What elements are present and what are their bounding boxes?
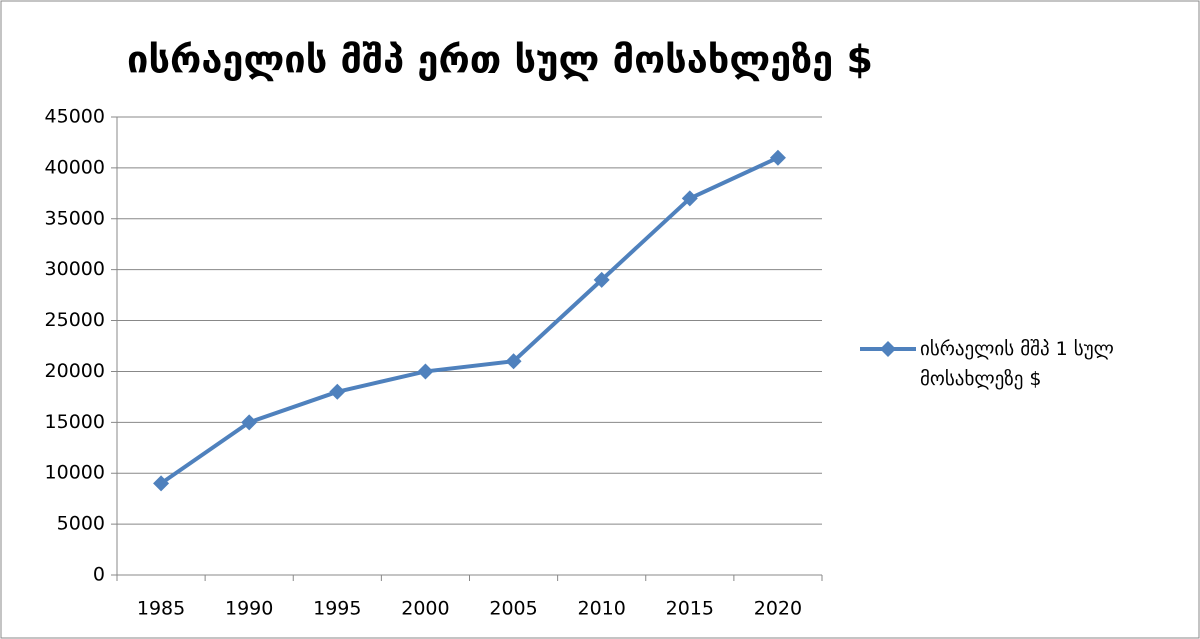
legend-marker: [880, 341, 896, 357]
y-tick-label: 45000: [45, 106, 105, 128]
y-tick-label: 10000: [45, 462, 105, 484]
marker: [681, 190, 698, 207]
x-tick-label: 2020: [754, 598, 802, 620]
marker: [417, 363, 434, 380]
y-tick-label: 30000: [45, 258, 105, 280]
chart-title: ისრაელის მშპ ერთ სულ მოსახლეზე $: [127, 38, 873, 82]
y-tick-label: 20000: [45, 360, 105, 382]
marker: [153, 475, 170, 492]
y-tick-label: 25000: [45, 309, 105, 331]
marker: [593, 271, 610, 288]
marker: [329, 383, 346, 400]
marker: [241, 414, 258, 431]
x-tick-label: 1990: [225, 598, 273, 620]
marker: [505, 353, 522, 370]
x-tick-label: 2015: [666, 598, 714, 620]
legend-label: ისრაელის მშპ 1 სულ მოსახლეზე $: [920, 338, 1114, 390]
x-tick-label: 2005: [489, 598, 537, 620]
line: [159, 155, 779, 486]
x-tick-label: 1985: [137, 598, 185, 620]
marker: [769, 149, 786, 166]
x-tick-label: 2000: [401, 598, 449, 620]
y-tick-label: 5000: [57, 513, 105, 535]
x-tick-label: 2010: [578, 598, 626, 620]
y-tick-label: 35000: [45, 207, 105, 229]
x-tick-label: 1995: [313, 598, 361, 620]
y-tick-label: 40000: [45, 156, 105, 178]
y-tick-label: 15000: [45, 411, 105, 433]
y-tick-label: 0: [93, 564, 105, 586]
